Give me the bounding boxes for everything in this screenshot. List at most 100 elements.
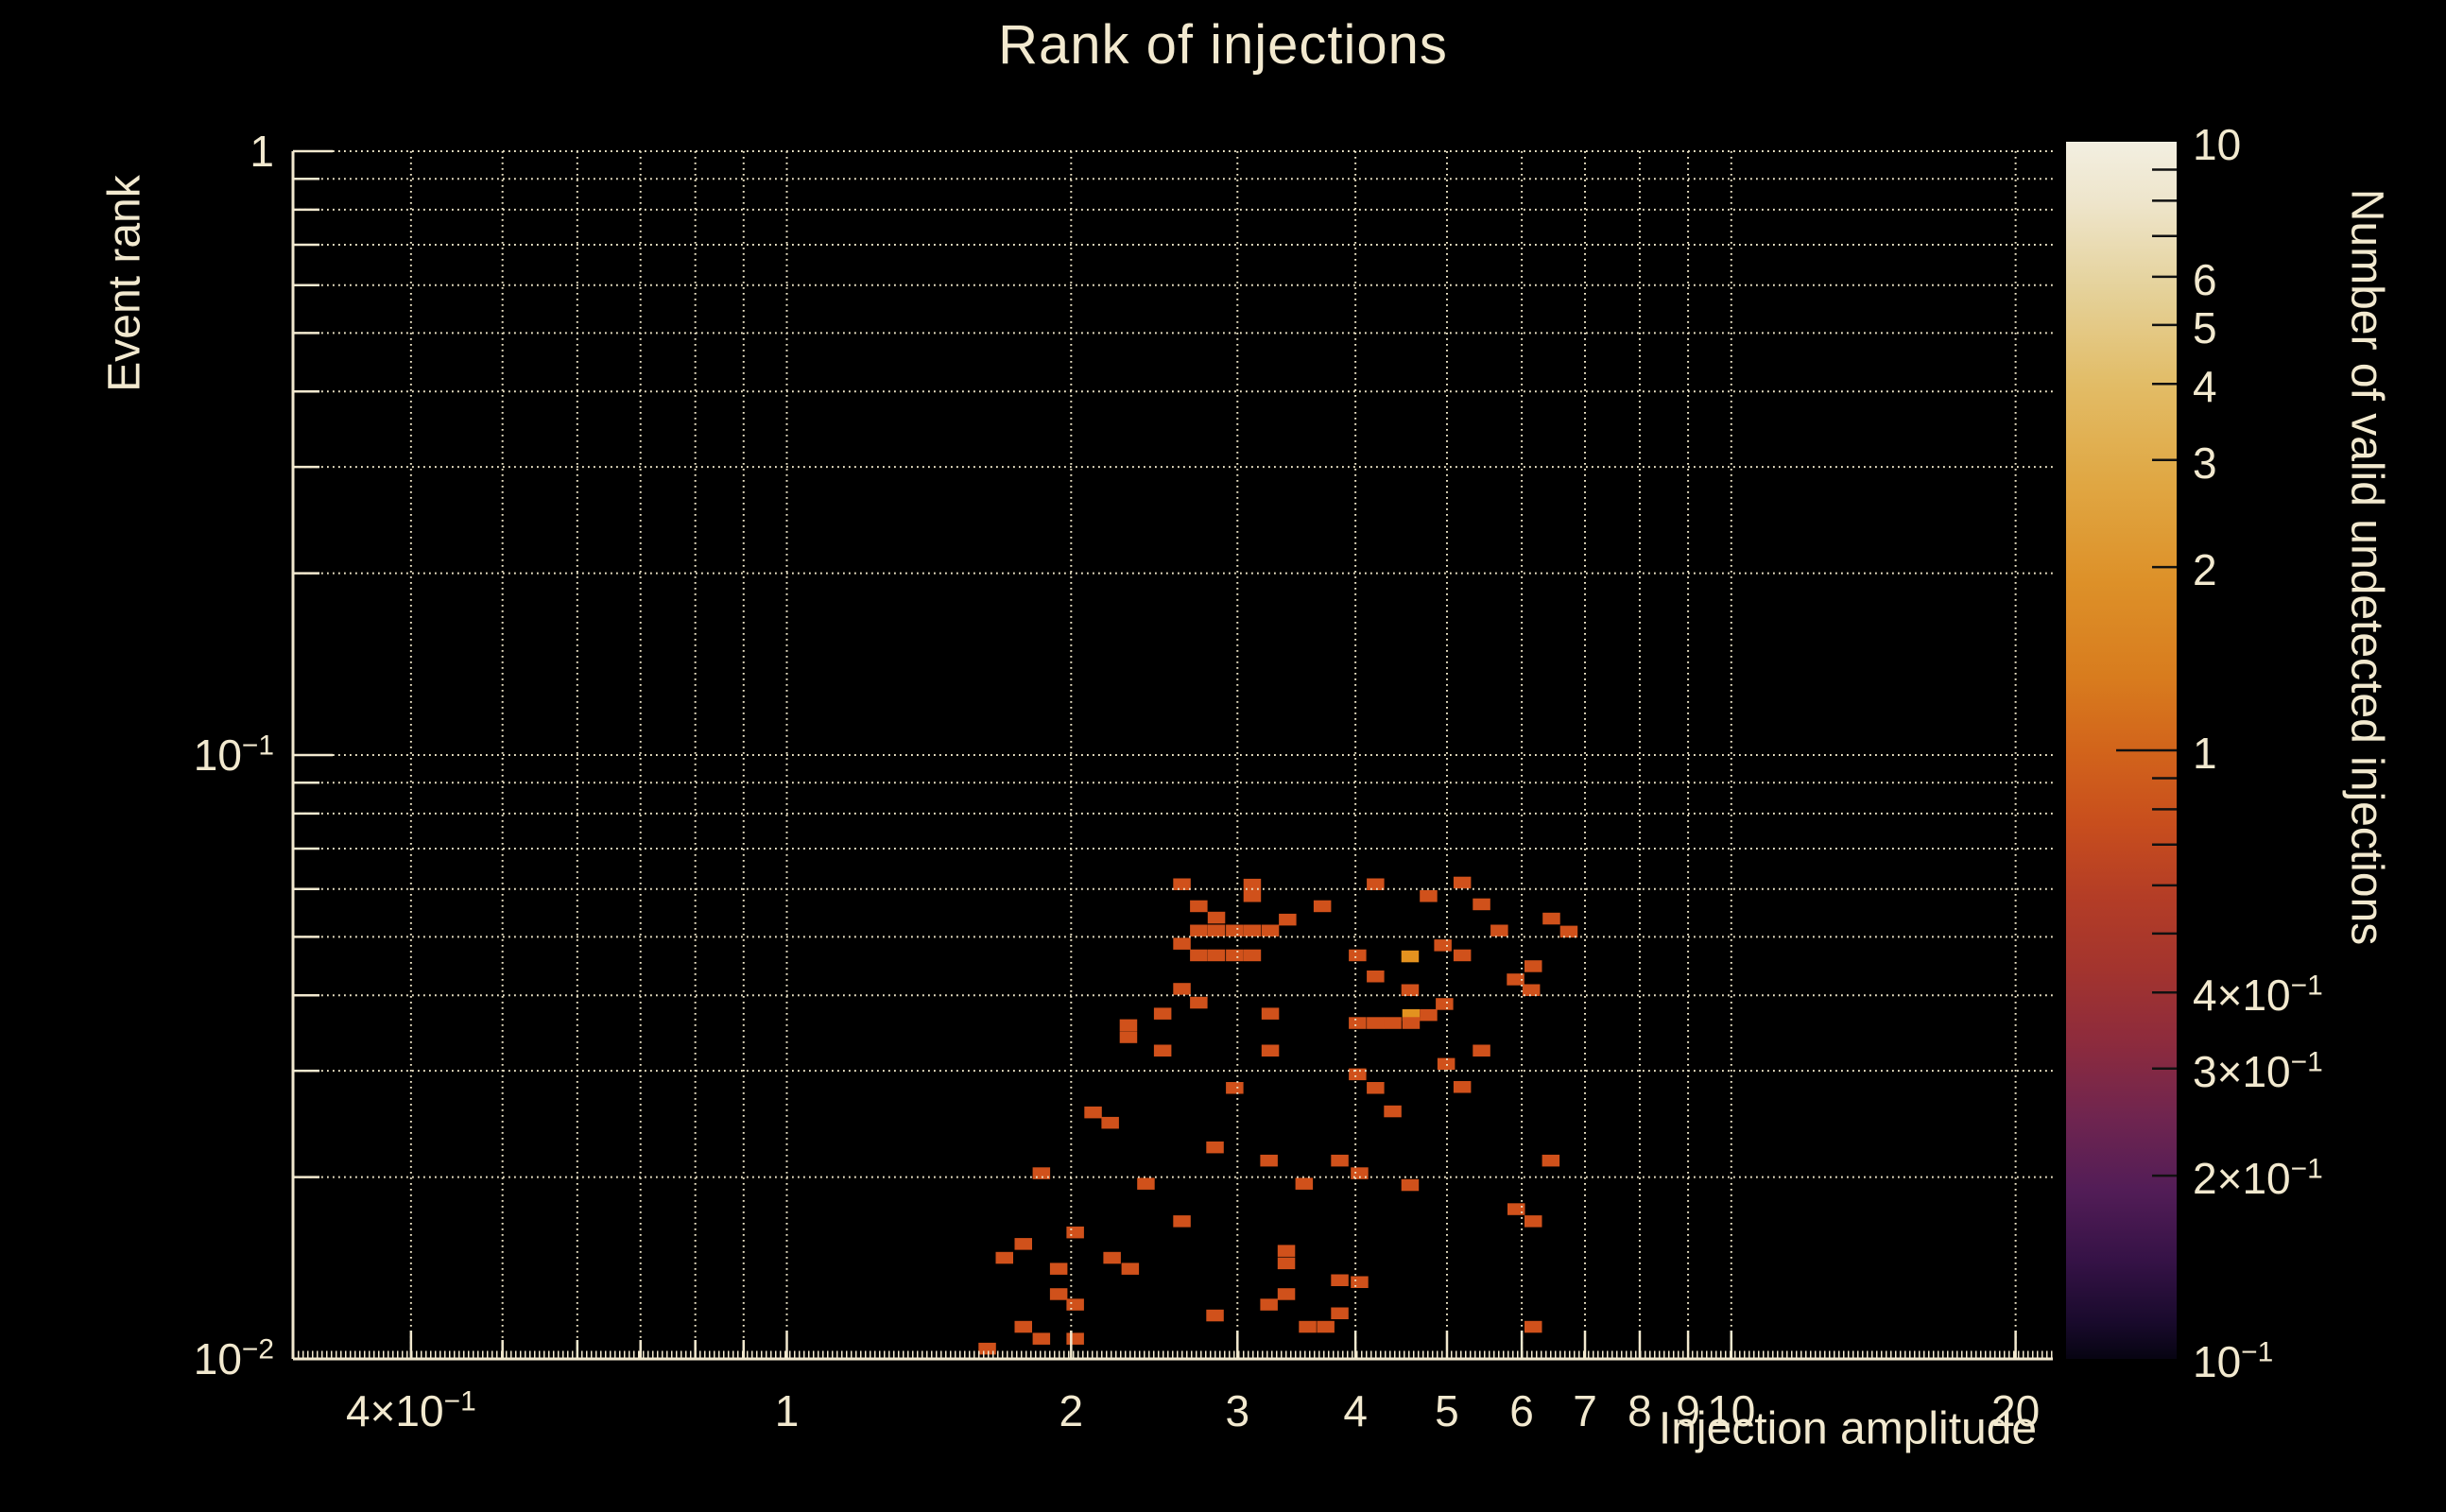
heatmap-cell xyxy=(1226,1082,1244,1094)
x-tick-label: 4 xyxy=(1343,1386,1368,1435)
heatmap-cell xyxy=(978,1342,996,1355)
heatmap-cell xyxy=(1226,949,1244,962)
heatmap-cell xyxy=(1367,971,1385,983)
x-tick-label: 5 xyxy=(1435,1386,1459,1435)
heatmap-cell xyxy=(1014,1320,1032,1333)
heatmap-cell xyxy=(1401,984,1420,996)
heatmap-cell xyxy=(1243,890,1262,902)
heatmap-cell xyxy=(1299,1320,1317,1333)
x-tick-label: 3 xyxy=(1225,1386,1250,1435)
colorbar-tick-label: 3 xyxy=(2193,438,2217,488)
x-tick-label: 6 xyxy=(1509,1386,1534,1435)
heatmap-cell xyxy=(1434,939,1452,952)
heatmap-cell xyxy=(1243,924,1262,936)
heatmap-cell xyxy=(1524,960,1542,972)
colorbar-tick-label: 2 xyxy=(2193,545,2217,595)
heatmap-cell xyxy=(1367,1082,1385,1094)
heatmap-cell xyxy=(1402,1017,1421,1029)
heatmap-cell xyxy=(1384,1105,1402,1118)
heatmap-cell xyxy=(1524,1320,1542,1333)
heatmap-cell xyxy=(1349,949,1367,962)
heatmap-cell xyxy=(1137,1177,1155,1190)
x-tick-label: 2 xyxy=(1059,1386,1084,1435)
colorbar-tick-label: 4×10−1 xyxy=(2193,970,2323,1021)
heatmap-cell xyxy=(1490,924,1508,936)
heatmap-cell xyxy=(1453,1081,1472,1093)
x-tick-label: 8 xyxy=(1628,1386,1652,1435)
heatmap-cell xyxy=(1121,1263,1140,1275)
heatmap-cell xyxy=(1261,1044,1280,1057)
heatmap-cell xyxy=(1206,1309,1224,1322)
heatmap-cell xyxy=(1243,878,1262,891)
colorbar-tick-label: 6 xyxy=(2193,254,2217,304)
heatmap-cell xyxy=(1473,1044,1490,1057)
heatmap-cell xyxy=(1473,898,1490,911)
heatmap-cell xyxy=(1542,1154,1560,1167)
heatmap-cell xyxy=(1420,890,1438,902)
heatmap-cell xyxy=(1190,996,1208,1009)
heatmap-cell xyxy=(1401,1178,1420,1192)
heatmap-cell xyxy=(995,1251,1013,1264)
heatmap-cell xyxy=(1119,1019,1138,1032)
heatmap-cell xyxy=(1066,1298,1084,1311)
heatmap-cell xyxy=(1317,1320,1335,1333)
heatmap-cell xyxy=(1153,1007,1172,1020)
heatmap-cell xyxy=(1153,1044,1172,1057)
heatmap-cell xyxy=(1243,949,1262,962)
heatmap-cell xyxy=(1119,1031,1138,1043)
colorbar-tick-label: 4 xyxy=(2193,362,2217,412)
heatmap-cell xyxy=(1190,924,1208,936)
heatmap-cell xyxy=(1190,900,1208,913)
heatmap-cell xyxy=(1190,949,1208,962)
heatmap-cell xyxy=(1331,1154,1349,1167)
heatmap-cell xyxy=(1367,878,1385,890)
heatmap-cell xyxy=(1420,1008,1438,1022)
heatmap-cell xyxy=(1103,1251,1121,1264)
heatmap-cell xyxy=(1351,1276,1369,1288)
heatmap-cell xyxy=(1084,1106,1102,1119)
heatmap-cell xyxy=(1295,1177,1314,1190)
x-tick-label: 4×10−1 xyxy=(345,1385,476,1435)
heatmap-cell xyxy=(1049,1263,1068,1275)
heatmap-cell xyxy=(1437,1057,1456,1071)
colorbar-tick-label: 5 xyxy=(2193,302,2217,352)
heatmap-cell xyxy=(1524,1215,1542,1228)
colorbar-tick-label: 3×10−1 xyxy=(2193,1046,2323,1096)
heatmap-cell xyxy=(1173,937,1191,950)
heatmap-cell xyxy=(1101,1116,1119,1129)
heatmap-cell xyxy=(1384,1017,1402,1029)
x-tick-label: 1 xyxy=(774,1386,800,1435)
heatmap-cell xyxy=(1260,1154,1278,1167)
heatmap-cell xyxy=(1206,1141,1224,1154)
heatmap-cell xyxy=(1277,1257,1296,1270)
colorbar-tick-label: 10 xyxy=(2193,120,2242,169)
x-tick-label: 7 xyxy=(1573,1386,1597,1435)
heatmap-cell xyxy=(1173,983,1191,995)
heatmap-cell xyxy=(1453,949,1472,962)
heatmap-cell xyxy=(1331,1274,1349,1286)
x-tick-label: 9 xyxy=(1676,1386,1700,1435)
y-tick-label: 10−2 xyxy=(193,1333,274,1383)
x-axis-title: Injection amplitude xyxy=(1658,1403,2038,1454)
heatmap-cell xyxy=(1014,1238,1032,1250)
colorbar-tick-label: 2×10−1 xyxy=(2193,1153,2323,1204)
heatmap-cell xyxy=(1207,924,1226,936)
heatmap-cell xyxy=(1367,1017,1385,1029)
heatmap-cell xyxy=(1349,1068,1367,1081)
heatmap-cell xyxy=(1351,1167,1369,1179)
heatmap-cell xyxy=(1261,924,1280,936)
heatmap-cell xyxy=(1032,1332,1051,1345)
y-tick-label: 1 xyxy=(250,127,274,176)
chart-title: Rank of injections xyxy=(998,14,1448,76)
colorbar-tick-label: 10−1 xyxy=(2193,1336,2274,1386)
heatmap-cell xyxy=(1226,924,1244,936)
heatmap-cell xyxy=(1522,984,1541,996)
heatmap-cell xyxy=(1559,925,1578,938)
heatmap-cell xyxy=(1313,900,1332,913)
heatmap-cell xyxy=(1207,949,1226,962)
heatmap-cell xyxy=(1349,1017,1367,1029)
heatmap-cell xyxy=(1173,1215,1191,1228)
